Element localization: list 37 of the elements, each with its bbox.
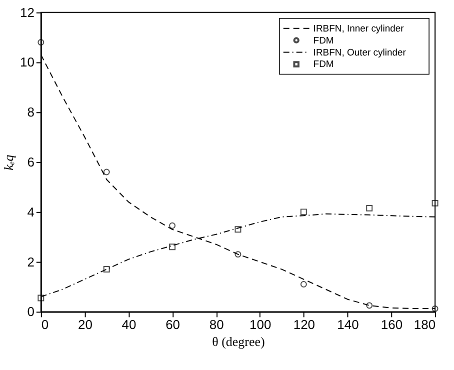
x-tick-label: 100 (250, 317, 272, 332)
legend-label: FDM (313, 59, 334, 70)
point (366, 302, 373, 309)
point (300, 281, 307, 288)
x-tick-label: 140 (337, 317, 359, 332)
point (234, 226, 242, 233)
x-tick-label: 80 (209, 317, 224, 332)
point (169, 244, 176, 250)
y-axis-title: kₑq (1, 154, 16, 170)
point (366, 204, 373, 212)
point (38, 294, 44, 302)
x-tick-label: 20 (78, 317, 92, 332)
x-tick-label: 0 (41, 317, 49, 332)
legend-label: FDM (313, 35, 334, 46)
y-tick-label: 6 (27, 154, 34, 170)
y-tick-label: 2 (27, 254, 34, 270)
point (300, 208, 307, 216)
point (103, 168, 110, 176)
point (38, 39, 44, 46)
x-axis-title: θ (degree) (212, 334, 265, 350)
y-tick-label: 4 (27, 204, 34, 220)
y-tick-label: 0 (27, 304, 34, 320)
y-tick-label: 12 (20, 4, 34, 20)
legend-label: IRBFN, Inner cylinder (313, 23, 404, 34)
legend-label: IRBFN, Outer cylinder (313, 47, 406, 58)
point (432, 305, 438, 312)
y-tick-label: 8 (27, 104, 34, 120)
x-tick-label: 120 (293, 317, 315, 332)
point (432, 200, 438, 206)
x-tick-label: 40 (122, 317, 136, 332)
point (103, 266, 110, 273)
point (234, 251, 242, 258)
x-tick-label: 160 (380, 317, 403, 332)
point (169, 222, 176, 229)
y-tick-label: 10 (20, 54, 34, 70)
x-tick-label: 180 (414, 317, 436, 332)
x-tick-label: 60 (166, 317, 180, 332)
